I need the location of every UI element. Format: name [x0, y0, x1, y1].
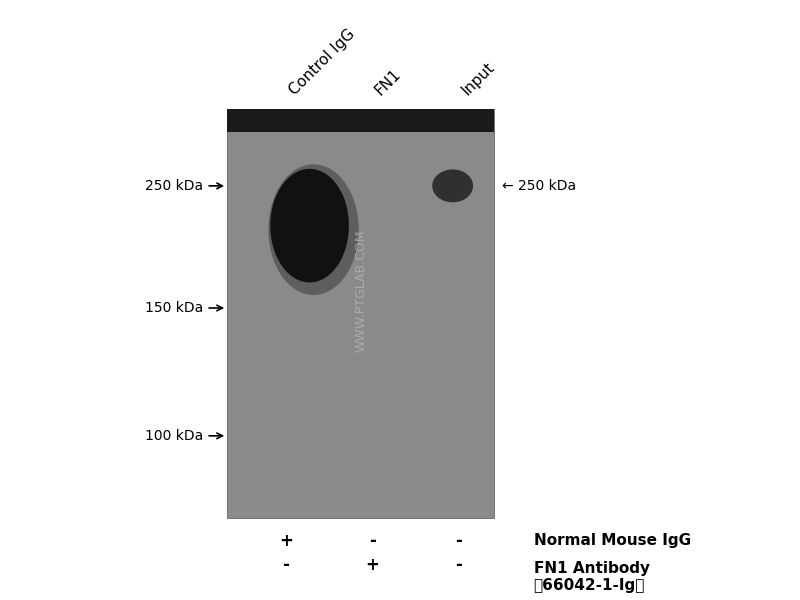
Text: Control IgG: Control IgG: [286, 26, 358, 98]
Text: 250 kDa: 250 kDa: [146, 179, 222, 193]
Text: +: +: [279, 532, 293, 550]
Text: 150 kDa: 150 kDa: [146, 301, 222, 315]
Text: FN1: FN1: [373, 66, 404, 98]
Text: -: -: [369, 532, 376, 550]
Bar: [227, 109, 494, 518]
Ellipse shape: [268, 164, 358, 295]
Text: ← 250 kDa: ← 250 kDa: [502, 179, 576, 193]
Ellipse shape: [432, 169, 473, 202]
Text: -: -: [455, 556, 462, 574]
Text: Normal Mouse IgG: Normal Mouse IgG: [534, 533, 690, 548]
Text: -: -: [455, 532, 462, 550]
Text: -: -: [282, 556, 290, 574]
Text: FN1 Antibody
（66042-1-Ig）: FN1 Antibody （66042-1-Ig）: [534, 561, 650, 593]
Bar: [227, 109, 494, 132]
Text: 100 kDa: 100 kDa: [146, 429, 222, 443]
Text: Input: Input: [459, 59, 498, 98]
Text: +: +: [366, 556, 379, 574]
Text: WWW.PTGLAB.COM: WWW.PTGLAB.COM: [354, 230, 367, 352]
Ellipse shape: [270, 169, 349, 283]
